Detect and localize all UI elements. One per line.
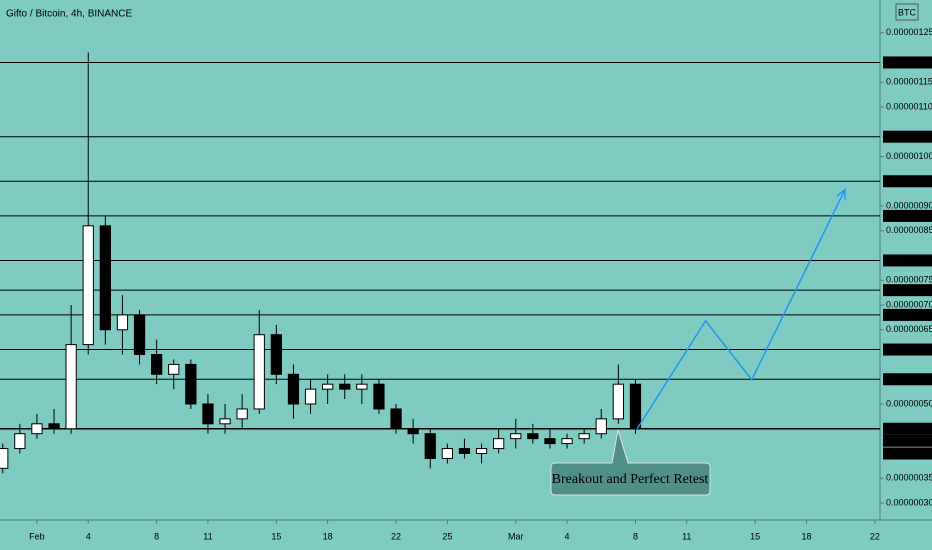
- candle-body: [356, 383, 368, 390]
- x-tick-label: 15: [271, 531, 281, 541]
- projection-arrow: [836, 188, 846, 200]
- candle-body: [99, 225, 111, 331]
- x-tick-label: 4: [565, 531, 570, 541]
- level-label: 0.00000068: [885, 309, 932, 319]
- candle-body: [0, 448, 9, 469]
- x-tick-label: 15: [750, 531, 760, 541]
- candle-body: [441, 448, 453, 459]
- candle-body: [629, 383, 642, 430]
- x-tick-label: 11: [682, 531, 691, 541]
- x-tick-label: 18: [323, 531, 333, 541]
- candle-body: [458, 448, 471, 454]
- level-label: 0.00000055: [885, 374, 932, 384]
- candle-body: [168, 363, 180, 375]
- y-tick-label: 0.00000050: [886, 398, 932, 408]
- level-label-box: [883, 56, 932, 69]
- y-tick-label: 0.00000075: [886, 275, 932, 285]
- y-tick-label: 0.00000125: [886, 27, 932, 37]
- level-label: 0.00000073: [885, 285, 932, 295]
- countdown-box: [883, 434, 932, 447]
- level-label: 0.00000104: [885, 131, 932, 141]
- y-tick-label: 0.00000090: [886, 200, 932, 210]
- level-label: 0.00000095: [885, 176, 932, 186]
- candle-body: [82, 225, 94, 346]
- candle-body: [561, 438, 573, 445]
- y-tick-label: 0.00000110: [886, 101, 932, 111]
- candle-body: [116, 314, 129, 331]
- x-tick-label: 8: [154, 531, 159, 541]
- x-tick-label: Mar: [508, 531, 524, 541]
- candle-body: [253, 334, 265, 410]
- candle-body: [202, 403, 214, 425]
- y-tick-label: 0.00000070: [886, 299, 932, 309]
- candle-body: [219, 418, 231, 425]
- y-tick-label: 0.00000065: [886, 324, 932, 334]
- x-tick-label: 22: [391, 531, 401, 541]
- y-tick-label: 0.00000035: [886, 473, 932, 483]
- level-label-box: [883, 373, 932, 386]
- level-label: 0.00000045: [885, 423, 932, 433]
- candle-body: [510, 433, 522, 440]
- x-tick-label: Feb: [29, 531, 45, 541]
- candle-body: [14, 433, 26, 450]
- y-tick-label: 0.00000030: [886, 497, 932, 507]
- currency: BTC: [898, 7, 917, 17]
- candle-body: [493, 438, 505, 450]
- projection-line: [636, 189, 846, 430]
- candle-body: [390, 408, 402, 430]
- x-tick-label: 18: [801, 531, 811, 541]
- y-tick-label: 0.00000085: [886, 225, 932, 235]
- x-tick-label: 25: [442, 531, 452, 541]
- candle-body: [373, 383, 385, 410]
- level-label-box: [883, 254, 932, 267]
- x-tick-label: 11: [203, 531, 212, 541]
- candle-body: [578, 433, 590, 440]
- candle-body: [475, 448, 488, 454]
- x-tick-label: 4: [86, 531, 91, 541]
- candle-body: [133, 314, 146, 355]
- level-label: 0.00000061: [885, 344, 932, 354]
- level-label-box: [883, 175, 932, 188]
- candle-body: [544, 438, 556, 445]
- countdown: 01:23:03: [890, 435, 925, 445]
- candle-body: [527, 433, 539, 440]
- level-label: 0.00000119: [885, 57, 932, 67]
- annotation: Breakout and Perfect Retest: [552, 472, 709, 487]
- annotation-callout: [550, 429, 711, 496]
- chart-title: Gifto / Bitcoin, 4h, BINANCE: [6, 9, 132, 20]
- y-tick-label: 0.00000100: [886, 151, 932, 161]
- candle-body: [48, 423, 60, 430]
- level-label-box: [883, 308, 932, 321]
- candle-body: [322, 383, 334, 390]
- candle-body: [287, 373, 300, 405]
- candle-body: [407, 428, 419, 435]
- level-label: 0.00000079: [885, 255, 932, 265]
- candle-body: [236, 408, 248, 420]
- y-tick-label: 0.00000115: [886, 77, 932, 87]
- last-price-box: [883, 447, 932, 460]
- candle-body: [424, 433, 436, 459]
- x-tick-label: 22: [870, 531, 880, 541]
- candle-body: [612, 383, 624, 420]
- last-price-label: 0.00000045: [885, 448, 932, 458]
- candle-body: [185, 363, 197, 405]
- candle-body: [304, 388, 317, 405]
- currency-box: [895, 3, 919, 21]
- level-label-box: [883, 130, 932, 143]
- x-tick-label: 8: [633, 531, 638, 541]
- candle-body: [595, 418, 607, 435]
- level-label-box: [883, 343, 932, 356]
- level-label: 0.00000088: [885, 210, 932, 220]
- candle-body: [65, 344, 77, 430]
- candle-body: [31, 423, 43, 435]
- level-label-box: [883, 209, 932, 222]
- candle-body: [151, 354, 163, 375]
- level-label-box: [883, 284, 932, 297]
- level-label-box: [883, 422, 932, 435]
- candle-body: [270, 334, 282, 375]
- candle-body: [339, 383, 351, 390]
